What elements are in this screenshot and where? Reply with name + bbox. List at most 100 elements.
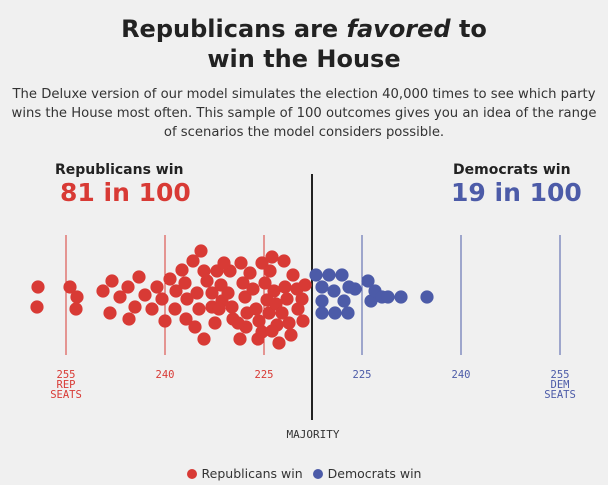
republican-outcome-dot <box>150 280 164 294</box>
democrat-outcome-dot <box>341 306 355 320</box>
republican-outcome-dot <box>252 314 266 328</box>
republican-outcome-dot <box>284 328 298 342</box>
republican-outcome-dot <box>262 306 276 320</box>
republican-outcome-dot <box>186 254 200 268</box>
republican-outcome-dot <box>128 300 142 314</box>
republican-outcome-dot <box>265 324 279 338</box>
tick-label-republican-255: 255 REP SEATS <box>50 369 82 401</box>
democrat-outcome-dot <box>420 290 434 304</box>
republican-outcome-dot <box>238 290 252 304</box>
democrat-outcome-dot <box>322 268 336 282</box>
democrat-outcome-dot <box>381 290 395 304</box>
legend-swatch-democrats <box>312 469 323 479</box>
republican-outcome-dot <box>275 306 289 320</box>
republican-outcome-dot <box>155 292 169 306</box>
legend-item-democrats: Democrats win <box>312 466 421 481</box>
democrat-outcome-dot <box>327 284 341 298</box>
republican-outcome-dot <box>63 280 77 294</box>
dem-win-heading: Democrats win <box>453 162 571 178</box>
republican-outcome-dot <box>295 292 309 306</box>
republican-outcome-dot <box>291 302 305 316</box>
republican-outcome-dot <box>200 274 214 288</box>
republican-outcome-dot <box>282 316 296 330</box>
chart-title: Republicans are favored to win the House <box>121 15 487 73</box>
republican-outcome-dot <box>278 280 292 294</box>
republican-outcome-dot <box>231 316 245 330</box>
republican-outcome-dot <box>208 316 222 330</box>
republican-outcome-dot <box>255 325 269 339</box>
republican-outcome-dot <box>188 320 202 334</box>
republican-outcome-dot <box>190 286 204 300</box>
democrat-outcome-dot <box>337 294 351 308</box>
republican-outcome-dot <box>255 256 269 270</box>
republican-outcome-dot <box>158 314 172 328</box>
republican-outcome-dot <box>280 292 294 306</box>
republican-outcome-dot <box>31 280 45 294</box>
republican-outcome-dot <box>249 302 263 316</box>
republican-outcome-dot <box>96 284 110 298</box>
republican-outcome-dot <box>197 332 211 346</box>
majority-label: MAJORITY <box>286 428 340 441</box>
democrat-outcome-dot <box>309 268 323 282</box>
republican-outcome-dot <box>169 284 183 298</box>
republican-outcome-dot <box>263 264 277 278</box>
republican-outcome-dot <box>69 302 83 316</box>
republican-outcome-dot <box>121 280 135 294</box>
democrat-outcome-dot <box>364 294 378 308</box>
republican-outcome-dot <box>233 332 247 346</box>
republican-outcome-dot <box>168 302 182 316</box>
republican-outcome-dot <box>113 290 127 304</box>
republican-outcome-dot <box>217 256 231 270</box>
republican-outcome-dot <box>180 292 194 306</box>
republican-outcome-dot <box>265 250 279 264</box>
democrat-outcome-dot <box>315 306 329 320</box>
democrat-outcome-dot <box>361 274 375 288</box>
republican-outcome-dot <box>286 268 300 282</box>
tick-label-democrat-225: 225 <box>352 369 372 381</box>
tick-label-republican-225: 225 <box>254 369 274 381</box>
republican-outcome-dot <box>243 266 257 280</box>
republican-outcome-dot <box>194 244 208 258</box>
republican-outcome-dot <box>267 284 281 298</box>
republican-outcome-dot <box>298 278 312 292</box>
republican-outcome-dot <box>138 288 152 302</box>
legend-item-republicans: Republicans win <box>186 466 307 481</box>
republican-outcome-dot <box>205 286 219 300</box>
republican-outcome-dot <box>221 286 235 300</box>
republican-outcome-dot <box>122 312 136 326</box>
republican-outcome-dot <box>179 312 193 326</box>
republican-outcome-dot <box>277 254 291 268</box>
democrat-outcome-dot <box>394 290 408 304</box>
rep-win-heading: Republicans win <box>55 162 184 178</box>
republican-outcome-dot <box>175 263 189 277</box>
democrat-outcome-dot <box>315 294 329 308</box>
republican-outcome-dot <box>197 264 211 278</box>
republican-outcome-dot <box>236 276 250 290</box>
democrat-outcome-dot <box>342 280 356 294</box>
rep-win-value: 81 in 100 <box>60 178 191 207</box>
tick-label-democrat-255: 255 DEM SEATS <box>544 369 576 401</box>
republican-outcome-dot <box>246 282 260 296</box>
chart-description: The Deluxe version of our model simulate… <box>11 87 597 140</box>
dem-win-value: 19 in 100 <box>451 178 582 207</box>
republican-outcome-dot <box>105 274 119 288</box>
republican-outcome-dot <box>234 256 248 270</box>
republican-outcome-dot <box>192 302 206 316</box>
republican-outcome-dot <box>30 300 44 314</box>
republican-outcome-dot <box>272 336 286 350</box>
republican-outcome-dot <box>163 272 177 286</box>
republican-outcome-dot <box>296 314 310 328</box>
republican-outcome-dot <box>70 290 84 304</box>
democrat-outcome-dot <box>335 268 349 282</box>
democrat-outcome-dot <box>328 306 342 320</box>
republican-outcome-dot <box>225 300 239 314</box>
republican-outcome-dot <box>178 276 192 290</box>
republican-outcome-dot <box>103 306 117 320</box>
legend-swatch-republicans <box>186 469 197 479</box>
tick-label-democrat-240: 240 <box>451 369 471 381</box>
democrat-outcome-dot <box>315 280 329 294</box>
legend: Republicans win Democrats win <box>0 466 608 481</box>
republican-outcome-dot <box>145 302 159 316</box>
